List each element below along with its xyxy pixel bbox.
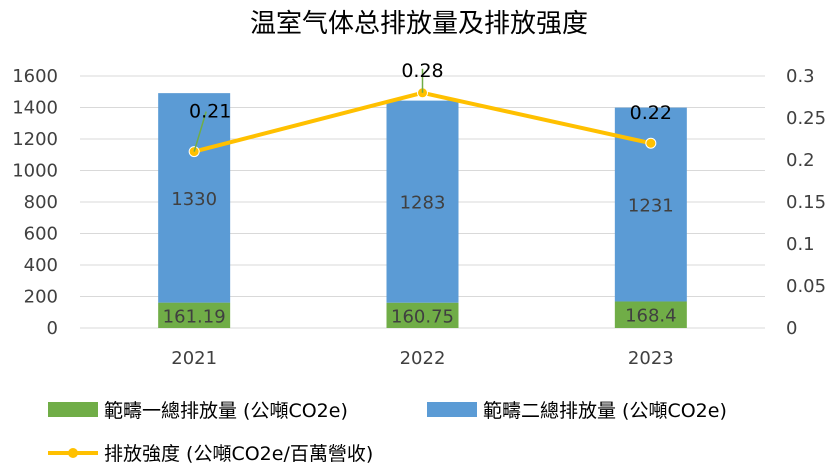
legend-label: 範疇二總排放量 (公噸CO2e) bbox=[483, 400, 727, 422]
x-tick-label: 2021 bbox=[171, 348, 217, 369]
left-tick-label: 0 bbox=[47, 318, 58, 339]
bar-data-label: 168.4 bbox=[625, 306, 677, 327]
left-axis: 0 200 400 600 800 1000 1200 1400 1600 bbox=[12, 66, 58, 339]
label-leader-line bbox=[193, 111, 207, 152]
right-tick-label: 0.3 bbox=[786, 66, 815, 87]
legend-swatch-marker bbox=[68, 448, 78, 458]
bars bbox=[158, 93, 687, 328]
left-tick-label: 1000 bbox=[12, 161, 58, 182]
chart-title: 温室气体总排放量及排放强度 bbox=[250, 9, 588, 39]
bar-scope2-2021 bbox=[158, 93, 231, 303]
intensity-data-label: 0.22 bbox=[630, 102, 672, 124]
bar-scope1-2021 bbox=[158, 302, 231, 328]
intensity-point-2023 bbox=[645, 137, 657, 149]
left-tick-label: 800 bbox=[24, 192, 58, 213]
left-tick-label: 1600 bbox=[12, 66, 58, 87]
left-tick-label: 600 bbox=[24, 224, 58, 245]
right-tick-label: 0.05 bbox=[786, 276, 826, 297]
right-tick-label: 0.1 bbox=[786, 234, 815, 255]
data-labels: 161.19 1330 160.75 1283 168.4 1231 0.21 0.28 0.2… bbox=[163, 60, 677, 328]
left-tick-label: 1400 bbox=[12, 98, 58, 119]
right-tick-label: 0.2 bbox=[786, 150, 815, 171]
right-tick-label: 0 bbox=[786, 318, 797, 339]
left-tick-label: 1200 bbox=[12, 129, 58, 150]
bar-data-label: 161.19 bbox=[163, 306, 226, 327]
legend-swatch bbox=[48, 402, 98, 417]
right-tick-label: 0.15 bbox=[786, 192, 826, 213]
bar-scope1-2022 bbox=[386, 302, 459, 328]
bar-scope1-2023 bbox=[614, 301, 687, 328]
x-tick-label: 2023 bbox=[628, 348, 674, 369]
legend: 範疇一總排放量 (公噸CO2e) 範疇二總排放量 (公噸CO2e) 排放強度 (公噸… bbox=[48, 400, 727, 465]
left-tick-label: 200 bbox=[24, 287, 58, 308]
right-tick-label: 0.25 bbox=[786, 108, 826, 129]
intensity-data-label: 0.21 bbox=[189, 101, 231, 123]
bar-data-label: 1283 bbox=[400, 193, 446, 214]
left-tick-label: 400 bbox=[24, 255, 58, 276]
legend-label: 排放強度 (公噸CO2e/百萬營收) bbox=[104, 443, 373, 465]
bar-data-label: 1231 bbox=[628, 196, 674, 217]
x-axis: 2021 2022 2023 bbox=[171, 348, 673, 369]
legend-swatch bbox=[427, 402, 477, 417]
legend-label: 範疇一總排放量 (公噸CO2e) bbox=[104, 400, 348, 422]
x-tick-label: 2022 bbox=[400, 348, 446, 369]
bar-data-label: 1330 bbox=[171, 189, 217, 210]
bar-scope2-2022 bbox=[386, 100, 459, 303]
intensity-data-label: 0.28 bbox=[401, 60, 443, 82]
right-axis: 0 0.05 0.1 0.15 0.2 0.25 0.3 bbox=[786, 66, 826, 339]
bar-data-label: 160.75 bbox=[391, 306, 454, 327]
